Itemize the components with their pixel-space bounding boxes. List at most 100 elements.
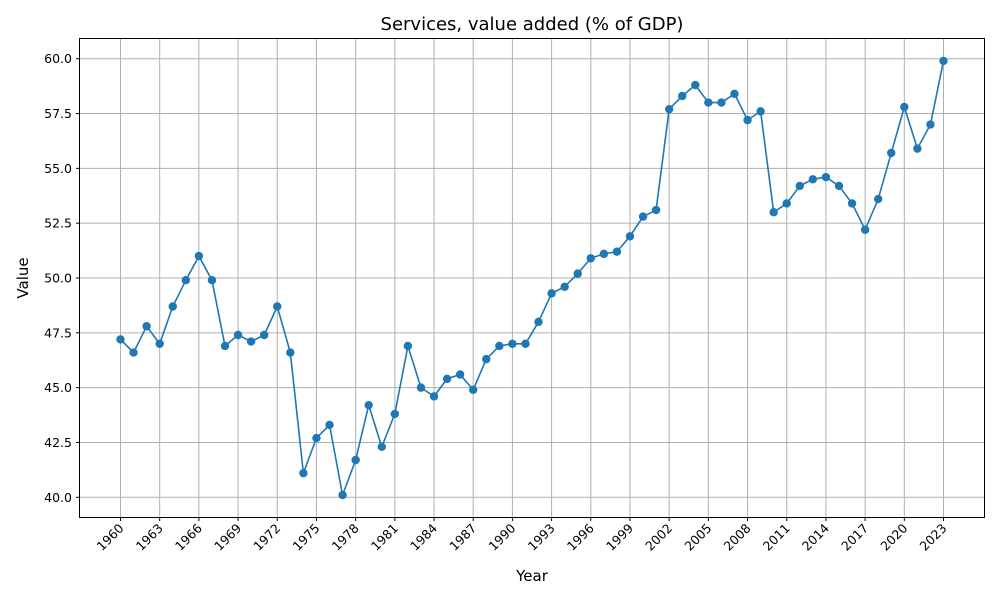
data-point (377, 442, 386, 452)
data-point (782, 199, 791, 208)
y-tick-label: 42.5 (44, 435, 72, 450)
x-tick-label: 1972 (250, 521, 283, 554)
data-point (246, 337, 256, 346)
data-point (939, 56, 948, 66)
y-tick-label: 55.0 (44, 161, 72, 176)
data-point (403, 341, 413, 351)
data-point (926, 120, 935, 129)
y-tick-label: 50.0 (44, 271, 72, 286)
data-point (521, 339, 530, 348)
data-point (299, 468, 308, 478)
data-point (482, 354, 491, 364)
x-tick-label: 1960 (94, 520, 127, 553)
data-point (704, 98, 713, 107)
data-point (900, 102, 909, 112)
data-point (651, 205, 661, 215)
data-point (129, 348, 138, 357)
x-tick-label: 1990 (485, 520, 518, 553)
data-point (795, 181, 805, 191)
data-point (181, 275, 191, 285)
data-point (142, 322, 151, 331)
y-axis-ticks: 40.0 42.5 45.0 47.5 50.0 52.5 55.0 57.5 60.0 (44, 51, 80, 505)
data-point (873, 194, 883, 204)
y-tick-label: 47.5 (44, 325, 72, 340)
data-point (194, 251, 204, 261)
data-point (664, 104, 674, 114)
data-point (717, 98, 726, 107)
data-point (351, 455, 360, 465)
data-point (625, 232, 635, 241)
x-tick-label: 2023 (917, 521, 950, 554)
data-point (913, 144, 922, 153)
data-point (442, 374, 452, 384)
data-point (612, 247, 622, 256)
data-point (233, 330, 243, 340)
grid (80, 39, 984, 517)
data-point (338, 490, 347, 500)
x-tick-label: 1966 (172, 520, 205, 553)
x-tick-label: 2017 (838, 521, 871, 554)
data-point (390, 409, 400, 419)
x-tick-label: 1981 (368, 521, 401, 554)
data-point (168, 302, 177, 311)
series-line (119, 60, 945, 499)
x-tick-label: 1999 (603, 520, 636, 553)
x-tick-label: 1987 (446, 521, 479, 554)
data-point (220, 341, 230, 351)
y-tick-label: 57.5 (44, 106, 72, 121)
data-point (207, 275, 217, 285)
data-point (534, 317, 543, 327)
y-tick-label: 45.0 (44, 380, 72, 395)
x-axis-ticks: 1960 1963 1966 1969 1972 1975 1978 1981 1984 1987… (94, 517, 950, 554)
data-point (743, 115, 752, 125)
x-tick-label: 1984 (407, 520, 440, 553)
data-point (312, 433, 321, 443)
data-point (508, 339, 517, 348)
x-tick-label: 2005 (681, 521, 714, 554)
data-point (769, 208, 778, 217)
data-point (416, 383, 426, 392)
data-point (469, 385, 478, 395)
x-tick-label: 2008 (721, 520, 754, 553)
data-point (573, 269, 582, 278)
data-point (638, 212, 648, 221)
x-tick-label: 2014 (799, 520, 832, 553)
data-point (678, 91, 687, 101)
data-point (560, 282, 569, 291)
data-point (808, 175, 818, 184)
data-point (847, 199, 857, 208)
y-tick-label: 60.0 (44, 51, 72, 66)
data-point (286, 348, 295, 357)
data-point (860, 225, 870, 234)
y-axis-label: Value (14, 257, 32, 298)
data-point (547, 289, 556, 298)
data-point (429, 392, 439, 401)
data-point (821, 172, 831, 182)
series-layer (116, 56, 948, 500)
x-tick-label: 1978 (329, 520, 362, 553)
data-point (730, 89, 739, 99)
chart-title: Services, value added (% of GDP) (381, 14, 684, 35)
x-tick-label: 1969 (211, 520, 244, 553)
x-tick-label: 2002 (642, 521, 675, 554)
x-tick-label: 1993 (525, 521, 558, 554)
data-point (364, 400, 373, 410)
x-tick-label: 1996 (564, 520, 597, 553)
data-point (599, 249, 609, 259)
data-point (495, 341, 504, 351)
data-point (756, 107, 765, 116)
data-point (273, 302, 282, 311)
data-point (155, 339, 164, 348)
data-point (887, 148, 896, 158)
data-point (325, 420, 334, 430)
data-point (455, 370, 465, 379)
x-tick-label: 2011 (760, 521, 793, 554)
y-tick-label: 40.0 (44, 490, 72, 505)
x-axis-label: Year (515, 567, 549, 585)
x-tick-label: 2020 (877, 520, 910, 553)
data-point (586, 254, 595, 263)
x-tick-label: 1975 (289, 521, 322, 554)
data-point (691, 80, 700, 90)
data-point (259, 330, 269, 340)
